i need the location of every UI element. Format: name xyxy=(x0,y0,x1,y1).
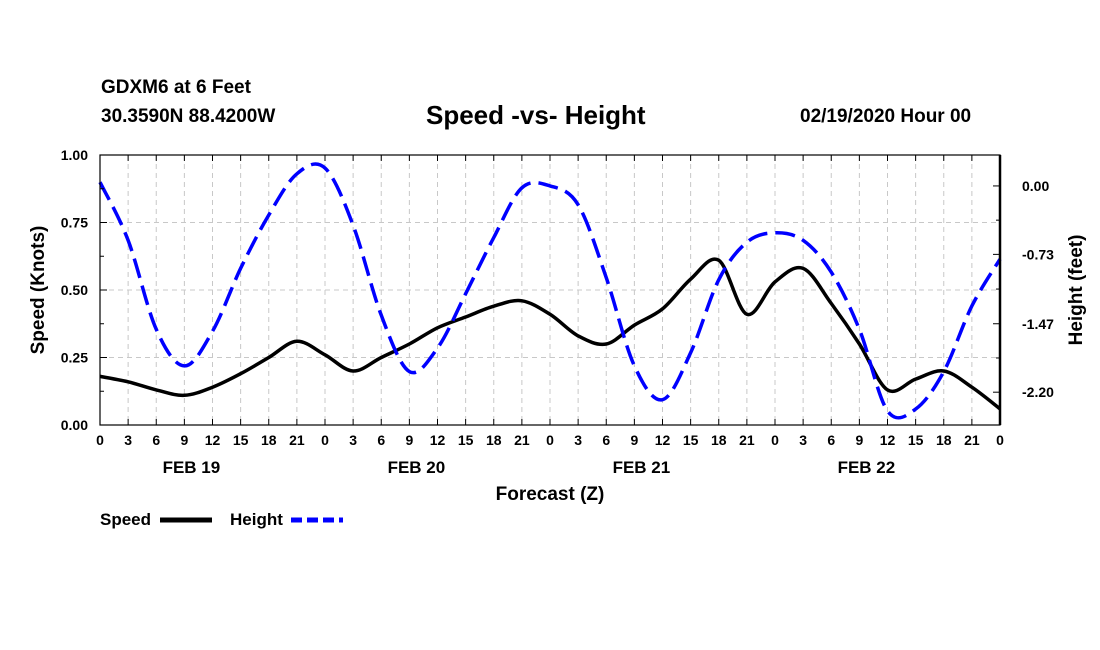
forecast-datetime: 02/19/2020 Hour 00 xyxy=(800,106,972,127)
axes: 0 3 6 9 12 15 18 21 0 3 6 9 12 15 18 21 0 3 6 9 12 15 18 21 0 3 6 9… xyxy=(61,147,1054,477)
x-tick-label: 21 xyxy=(964,432,980,448)
x-tick-label: 18 xyxy=(711,432,727,448)
x-tick-label: 0 xyxy=(546,432,554,448)
x-tick-label: 9 xyxy=(180,432,188,448)
x-tick-label: 3 xyxy=(574,432,582,448)
coordinates-label: 30.3590N 88.4200W xyxy=(101,106,276,127)
y-tick-label: 0.00 xyxy=(61,417,88,433)
y2-tick-label: 0.00 xyxy=(1022,178,1049,194)
x-tick-label: 9 xyxy=(855,432,863,448)
legend-speed-label: Speed xyxy=(100,510,151,529)
y-tick-label: 0.75 xyxy=(61,215,88,231)
chart-title: Speed -vs- Height xyxy=(426,100,646,130)
x-tick-label: 15 xyxy=(908,432,924,448)
y2-tick-label: -0.73 xyxy=(1022,246,1054,262)
date-label: FEB 21 xyxy=(613,458,671,477)
y-tick-label: 1.00 xyxy=(61,147,88,163)
x-tick-label: 6 xyxy=(827,432,835,448)
x-tick-label: 9 xyxy=(405,432,413,448)
x-tick-label: 6 xyxy=(602,432,610,448)
series-layer xyxy=(98,162,1002,420)
y-axis-title: Speed (Knots) xyxy=(28,226,49,355)
series-line-height xyxy=(98,162,1002,420)
x-tick-label: 12 xyxy=(880,432,896,448)
x-tick-label: 21 xyxy=(739,432,755,448)
x-tick-label: 12 xyxy=(205,432,221,448)
x-tick-label: 12 xyxy=(430,432,446,448)
x-tick-label: 9 xyxy=(630,432,638,448)
x-tick-label: 0 xyxy=(321,432,329,448)
date-label: FEB 22 xyxy=(838,458,896,477)
x-axis-title: Forecast (Z) xyxy=(496,484,605,505)
x-tick-label: 3 xyxy=(124,432,132,448)
x-tick-label: 0 xyxy=(96,432,104,448)
station-label: GDXM6 at 6 Feet xyxy=(101,77,251,98)
grid xyxy=(100,155,1000,425)
x-tick-label: 21 xyxy=(514,432,530,448)
date-label: FEB 20 xyxy=(388,458,446,477)
x-tick-label: 3 xyxy=(799,432,807,448)
x-tick-label: 0 xyxy=(771,432,779,448)
x-tick-label: 6 xyxy=(152,432,160,448)
x-tick-label: 0 xyxy=(996,432,1004,448)
y-tick-label: 0.25 xyxy=(61,350,88,366)
x-tick-label: 6 xyxy=(377,432,385,448)
x-tick-label: 15 xyxy=(458,432,474,448)
y2-axis-title: Height (feet) xyxy=(1066,235,1087,346)
x-tick-label: 18 xyxy=(936,432,952,448)
series-line-speed xyxy=(99,257,1002,411)
x-tick-label: 15 xyxy=(233,432,249,448)
legend-height-label: Height xyxy=(230,510,283,529)
y-tick-label: 0.50 xyxy=(61,282,88,298)
legend: Speed Height xyxy=(100,510,343,529)
x-tick-label: 21 xyxy=(289,432,305,448)
x-tick-label: 18 xyxy=(486,432,502,448)
x-tick-label: 3 xyxy=(349,432,357,448)
y2-tick-label: -2.20 xyxy=(1022,384,1054,400)
x-tick-label: 15 xyxy=(683,432,699,448)
x-tick-label: 12 xyxy=(655,432,671,448)
x-tick-label: 18 xyxy=(261,432,277,448)
y2-tick-label: -1.47 xyxy=(1022,316,1054,332)
date-label: FEB 19 xyxy=(163,458,221,477)
